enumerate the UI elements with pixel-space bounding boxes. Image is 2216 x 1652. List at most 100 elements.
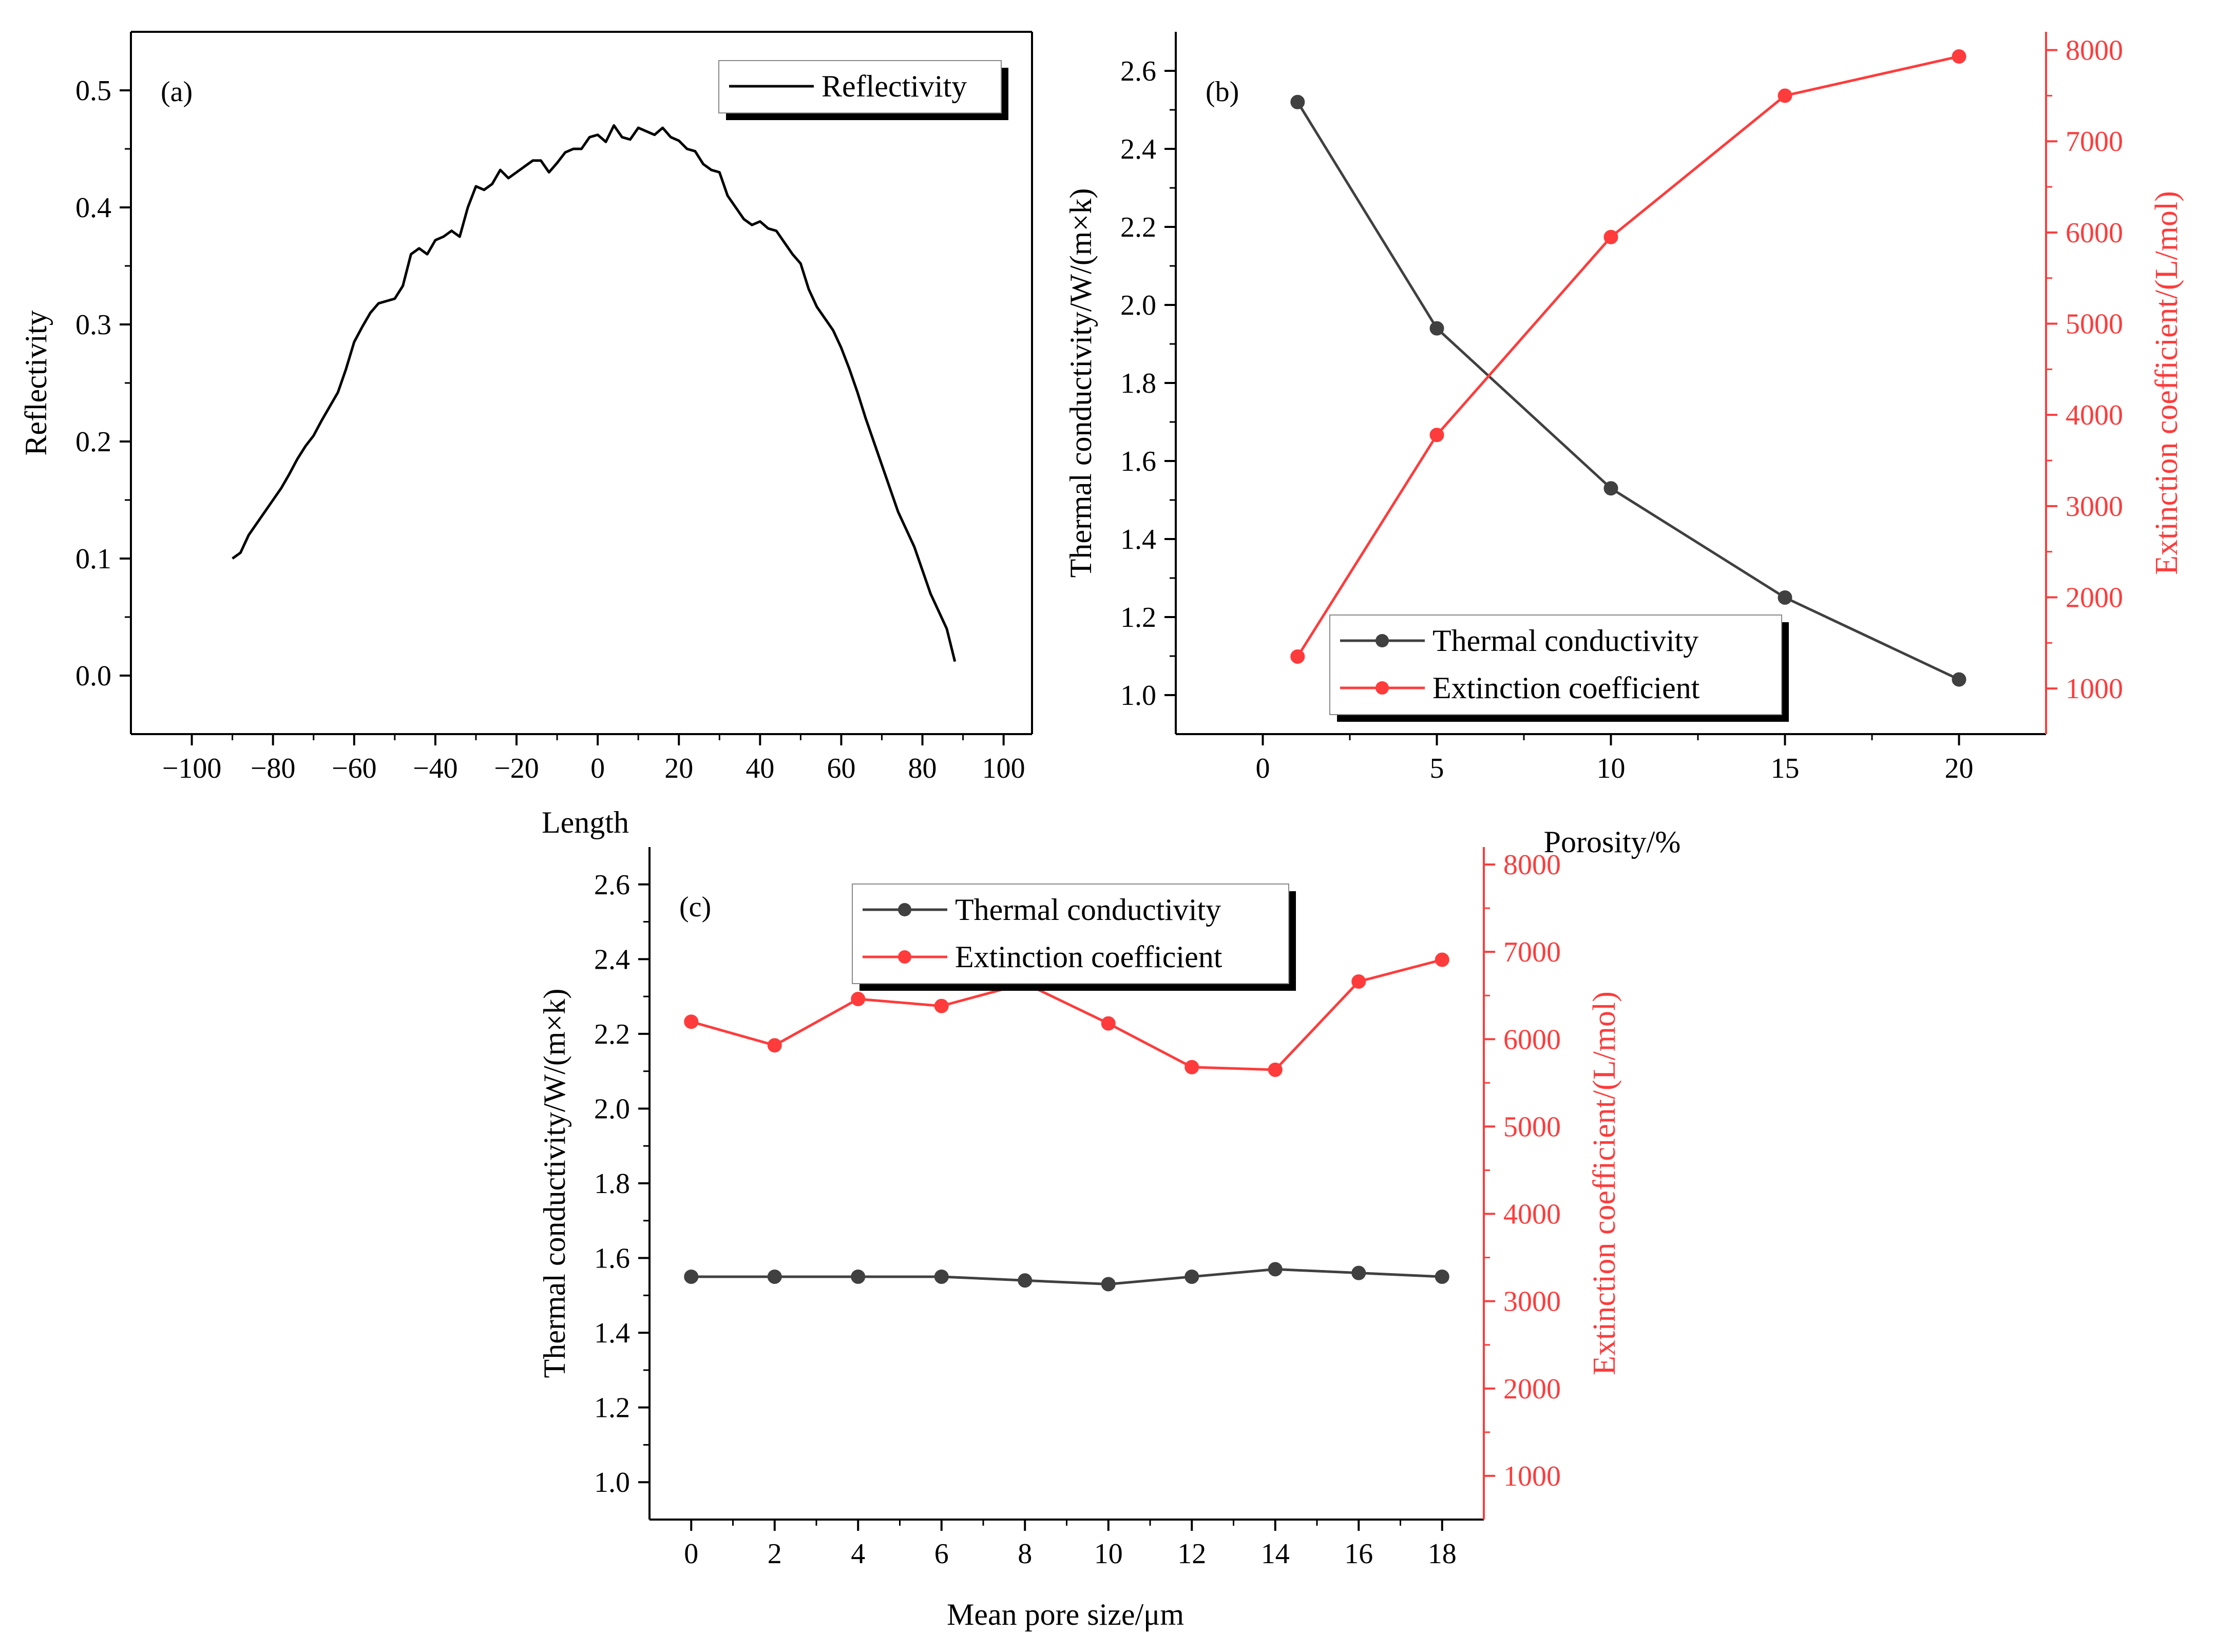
x-tick-label: 10 [1597, 753, 1626, 784]
data-point-0 [1778, 590, 1792, 605]
data-point-1 [1101, 1016, 1116, 1031]
data-point-1 [684, 1014, 699, 1029]
data-point-0 [851, 1269, 866, 1284]
x-tick-label: 5 [1430, 753, 1444, 784]
y-tick-label: 0.1 [75, 543, 111, 575]
x-tick-label: 0 [1256, 753, 1270, 784]
data-point-0 [684, 1269, 699, 1284]
legend-box [1329, 614, 1782, 715]
y2-tick-label: 6000 [2066, 217, 2123, 249]
y2-tick-label: 1000 [2066, 673, 2123, 705]
x-axis-title: Length [542, 805, 629, 839]
data-point-1 [1290, 649, 1305, 664]
y-tick-label: 0.0 [75, 660, 111, 692]
x-axis-title: Porosity/% [1544, 825, 1681, 859]
data-point-0 [1603, 481, 1618, 496]
x-tick-label: 0 [590, 753, 605, 784]
y-tick-label: 2.6 [1120, 55, 1156, 87]
panel-label: (c) [679, 891, 711, 923]
legend-marker-0 [898, 903, 911, 916]
data-point-1 [1268, 1062, 1283, 1077]
x-tick-label: 4 [851, 1538, 865, 1570]
y2-tick-label: 3000 [1503, 1286, 1561, 1318]
y-tick-label: 2.2 [594, 1019, 630, 1050]
data-point-1 [767, 1038, 782, 1053]
y-tick-label: 0.5 [75, 75, 111, 107]
legend-label-0: Thermal conductivity [1432, 624, 1698, 658]
x-tick-label: 14 [1261, 1538, 1290, 1570]
data-point-0 [1185, 1269, 1199, 1284]
y-tick-label: 2.0 [594, 1093, 630, 1125]
x-tick-label: 8 [1018, 1538, 1032, 1570]
x-tick-label: 20 [664, 753, 693, 784]
y-tick-label: 0.3 [75, 309, 111, 341]
x-tick-label: 20 [1945, 753, 1974, 784]
data-point-0 [1351, 1265, 1366, 1280]
x-tick-label: 40 [746, 753, 774, 784]
data-point-1 [1351, 974, 1366, 989]
data-point-0 [1429, 321, 1444, 336]
data-point-0 [934, 1269, 949, 1284]
y-axis-title: Reflectivity [19, 310, 53, 455]
data-point-1 [1185, 1060, 1199, 1074]
y-tick-label: 1.0 [594, 1467, 630, 1499]
data-point-0 [1101, 1277, 1116, 1292]
y-tick-label: 1.8 [594, 1168, 630, 1200]
x-tick-label: 0 [684, 1538, 698, 1570]
y2-tick-label: 4000 [2066, 399, 2123, 431]
y-tick-label: 1.6 [1120, 446, 1156, 477]
x-tick-label: −100 [162, 753, 222, 784]
y-tick-label: 2.0 [1120, 290, 1156, 321]
legend-label-1: Extinction coefficient [955, 940, 1222, 974]
y2-tick-label: 4000 [1503, 1199, 1561, 1231]
x-tick-label: 80 [908, 753, 937, 784]
x-tick-label: −40 [413, 753, 458, 784]
y-tick-label: 1.4 [1120, 524, 1156, 555]
y-tick-label: 1.6 [594, 1243, 630, 1275]
legend-marker-1 [898, 950, 911, 964]
x-tick-label: 15 [1771, 753, 1800, 784]
x-tick-label: −20 [494, 753, 539, 784]
series-line-0 [1296, 101, 1960, 681]
data-point-1 [934, 998, 949, 1013]
y2-axis-title: Extinction coefficient/(L/mol) [2149, 191, 2184, 575]
legend-label-1: Extinction coefficient [1432, 671, 1700, 705]
panel-a: −100 −80 −60 −40 −20 0 20 40 60 80 100 0.0 0.1 0.2 0.3… [19, 31, 1033, 839]
x-tick-label: 60 [827, 753, 855, 784]
y2-tick-label: 1000 [1503, 1461, 1561, 1492]
y2-tick-label: 3000 [2066, 491, 2123, 523]
y2-tick-label: 6000 [1503, 1024, 1561, 1055]
x-tick-label: −60 [332, 753, 377, 784]
x-tick-label: −80 [251, 753, 296, 784]
data-point-0 [1290, 94, 1305, 109]
y-tick-label: 1.8 [1120, 368, 1156, 399]
y-tick-label: 2.6 [594, 869, 630, 901]
y2-axis-title: Extinction coefficient/(L/mol) [1587, 991, 1622, 1375]
legend-box [852, 883, 1289, 984]
x-tick-label: 10 [1094, 1538, 1123, 1570]
x-axis-title: Mean pore size/μm [947, 1598, 1184, 1631]
series-line-1 [1296, 55, 1960, 658]
panel-label: (a) [161, 76, 193, 108]
y2-tick-label: 2000 [1503, 1373, 1561, 1405]
y2-tick-label: 8000 [1503, 849, 1561, 881]
y-tick-label: 1.0 [1120, 680, 1156, 712]
y2-tick-label: 5000 [1503, 1111, 1561, 1143]
x-tick-label: 6 [934, 1538, 949, 1570]
y-tick-label: 2.4 [594, 944, 630, 975]
y2-tick-label: 8000 [2066, 35, 2123, 67]
legend-marker-0 [1376, 634, 1389, 647]
data-point-1 [1952, 49, 1966, 64]
y-tick-label: 1.2 [1120, 602, 1156, 633]
x-tick-label: 16 [1344, 1538, 1373, 1570]
legend-label-0: Reflectivity [822, 69, 967, 103]
series-line-0 [691, 1267, 1442, 1285]
data-point-0 [1018, 1273, 1033, 1288]
panel-label: (b) [1206, 76, 1239, 108]
legend-label-0: Thermal conductivity [955, 893, 1221, 927]
y2-tick-label: 7000 [2066, 126, 2123, 158]
y2-tick-label: 7000 [1503, 936, 1561, 968]
data-point-1 [1429, 428, 1444, 443]
data-point-1 [1778, 88, 1792, 103]
